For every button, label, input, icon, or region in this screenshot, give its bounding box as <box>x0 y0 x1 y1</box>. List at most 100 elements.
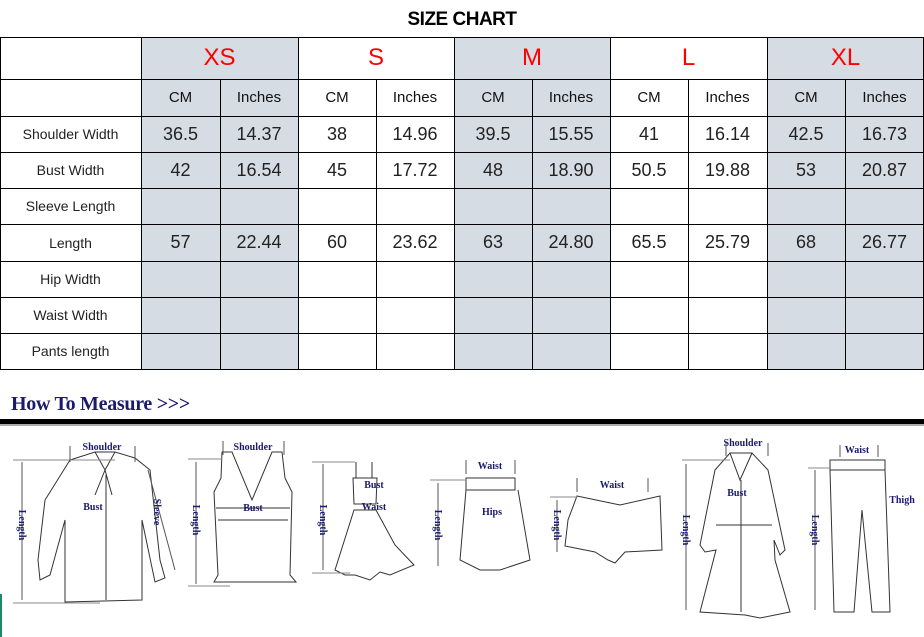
measurement-cell: 16.54 <box>220 152 298 188</box>
measurement-cell: 24.80 <box>532 224 610 261</box>
grid-line <box>0 37 1 369</box>
measurement-cell: 63 <box>454 224 532 261</box>
measurement-cell: 17.72 <box>392 159 438 180</box>
grid-line <box>767 37 768 369</box>
measurement-cell <box>298 188 376 224</box>
measurement-cell <box>532 333 610 369</box>
grid-line <box>0 79 924 80</box>
measurement-cell <box>298 297 376 333</box>
measurement-cell: 65.5 <box>631 232 667 252</box>
length-label: Length <box>680 515 691 546</box>
grid-line <box>0 369 924 370</box>
measurement-cell <box>688 188 767 224</box>
shorts-drawing <box>550 478 663 564</box>
thigh-label: Thigh <box>889 495 915 506</box>
measurement-cell <box>767 188 845 224</box>
shoulder-label: Shoulder <box>83 442 122 453</box>
measurement-cell <box>845 333 924 369</box>
measurement-cell <box>220 188 298 224</box>
length-label: Length <box>432 510 443 541</box>
measurement-cell: 60 <box>326 232 348 252</box>
measurement-cell: 16.14 <box>704 123 751 144</box>
measurement-cell <box>767 297 845 333</box>
waist-label: Waist <box>845 445 870 456</box>
grid-line <box>0 37 924 38</box>
measurement-cell <box>298 333 376 369</box>
hips-label: Hips <box>482 507 502 518</box>
divider <box>0 419 924 424</box>
measurement-cell: 25.79 <box>704 232 751 252</box>
grid-line <box>610 37 611 369</box>
tank-top-drawing <box>188 441 298 587</box>
unit-header: CM <box>141 79 220 116</box>
measurement-cell: 48 <box>454 152 532 188</box>
unit-header: CM <box>454 79 532 116</box>
skirt-drawing <box>430 460 531 571</box>
measurement-cell <box>454 297 532 333</box>
measurement-cell <box>454 261 532 297</box>
measurement-cell <box>688 333 767 369</box>
measurement-cell <box>610 261 688 297</box>
waist-label: Waist <box>478 461 503 472</box>
unit-header: Inches <box>705 89 750 106</box>
measurement-cell <box>532 261 610 297</box>
bust-label: Bust <box>243 503 263 514</box>
measurement-cell <box>141 188 220 224</box>
length-label: Length <box>551 510 562 541</box>
measurement-cell: 41 <box>638 123 660 144</box>
measurement-cell: 42.5 <box>767 116 845 152</box>
row-label: Pants length <box>31 343 110 359</box>
unit-header: Inches <box>532 79 610 116</box>
grid-line <box>0 188 924 189</box>
measurement-cell <box>845 297 924 333</box>
measurement-cell: 36.5 <box>141 116 220 152</box>
measurement-cell: 14.96 <box>392 123 438 144</box>
waist-label: Waist <box>600 480 625 491</box>
measurement-cell: 50.5 <box>631 159 667 180</box>
measurement-cell: 68 <box>767 224 845 261</box>
unit-header: CM <box>637 89 661 106</box>
measurement-cell <box>376 261 454 297</box>
measurement-cell: 57 <box>141 224 220 261</box>
measurement-cell <box>220 333 298 369</box>
row-label: Hip Width <box>40 271 101 287</box>
pants-drawing <box>808 445 891 613</box>
measurement-cell <box>298 261 376 297</box>
sleeve-label: Sleeve <box>151 499 162 526</box>
blouse-drawing <box>13 446 176 604</box>
measurement-cell <box>454 333 532 369</box>
length-label: Length <box>190 505 201 536</box>
measurement-cell: 38 <box>326 123 348 144</box>
bust-label: Bust <box>364 480 384 491</box>
measurement-cell <box>767 261 845 297</box>
size-header-l: L <box>681 44 696 71</box>
measurement-cell <box>610 297 688 333</box>
measurement-cell: 53 <box>767 152 845 188</box>
dress-drawing <box>312 461 415 581</box>
shoulder-label: Shoulder <box>724 438 763 449</box>
measurement-cell <box>845 188 924 224</box>
coat-drawing <box>682 443 791 619</box>
grid-line <box>0 224 924 225</box>
measurement-cell: 15.55 <box>532 116 610 152</box>
grid-line <box>454 37 455 369</box>
measurement-cell <box>376 297 454 333</box>
grid-line <box>220 79 221 369</box>
measurement-cell <box>610 333 688 369</box>
measurement-cell: 16.73 <box>845 116 924 152</box>
row-label: Length <box>49 234 92 251</box>
measurement-cell: 14.37 <box>220 116 298 152</box>
row-label: Bust Width <box>36 162 105 178</box>
measurement-cell: 20.87 <box>845 152 924 188</box>
measurement-cell <box>141 297 220 333</box>
measurement-cell <box>688 261 767 297</box>
measurement-cell <box>376 188 454 224</box>
size-header-m: M <box>454 37 610 79</box>
size-chart-title: SIZE CHART <box>407 9 518 30</box>
grid-line <box>298 37 299 369</box>
waist-label: Waist <box>362 502 387 513</box>
bust-label: Bust <box>83 502 103 513</box>
measurement-cell <box>141 333 220 369</box>
measurement-cell <box>220 297 298 333</box>
unit-header: Inches <box>845 79 924 116</box>
